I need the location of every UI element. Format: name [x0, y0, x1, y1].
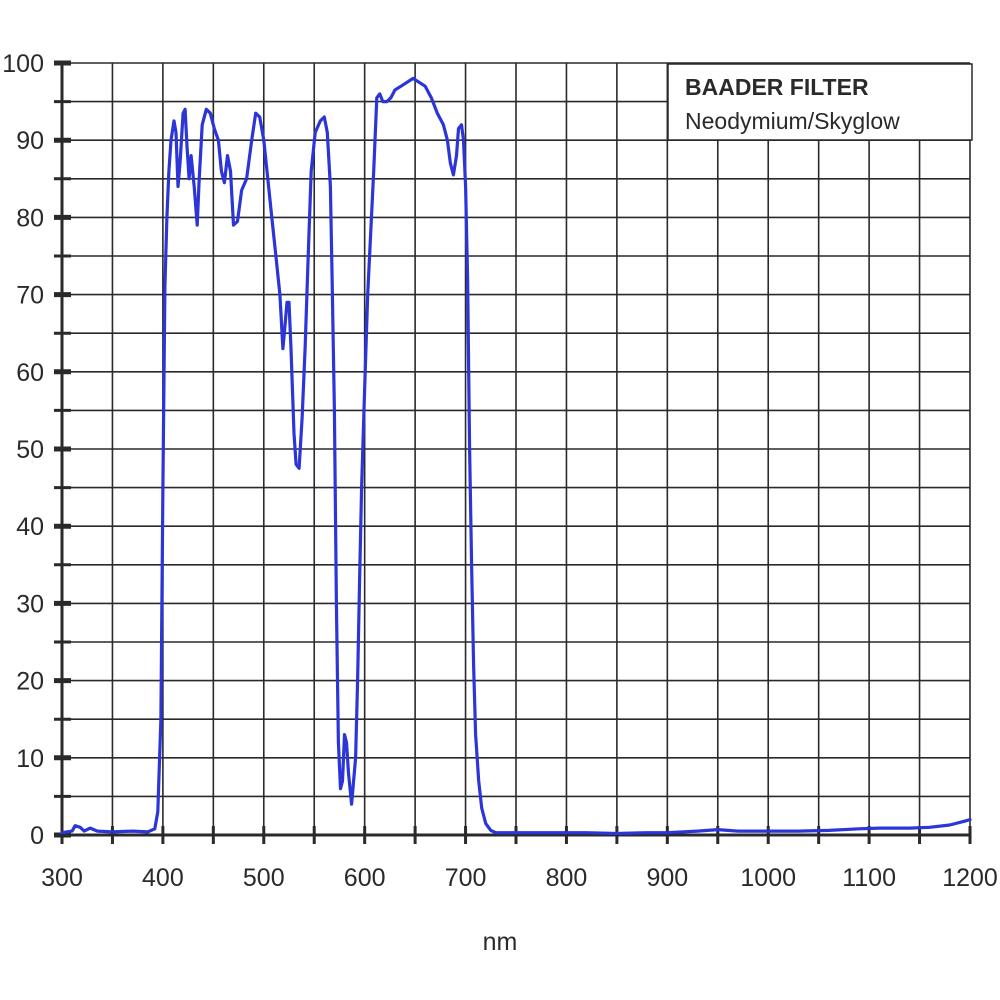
y-tick-label: 50	[16, 436, 44, 464]
y-tick-label: 100	[2, 50, 44, 78]
y-tick-label: 60	[16, 359, 44, 387]
x-tick-label: 900	[646, 864, 688, 892]
y-tick-label: 0	[30, 822, 44, 850]
y-tick-label: 20	[16, 668, 44, 696]
x-axis-title: nm	[483, 928, 518, 956]
x-tick-label: 500	[243, 864, 285, 892]
legend-box: BAADER FILTER Neodymium/Skyglow	[667, 63, 973, 141]
transmission-curve	[60, 76, 972, 836]
x-tick-label: 1200	[942, 864, 998, 892]
x-tick-label: 800	[546, 864, 588, 892]
x-tick-label: 300	[41, 864, 83, 892]
legend-frame	[667, 63, 973, 141]
x-tick-label: 700	[445, 864, 487, 892]
chart-axes	[54, 60, 972, 844]
chart-grid	[62, 62, 971, 835]
x-tick-label: 1100	[842, 864, 896, 892]
x-axis-tick-labels: 300 400 500 600 700 800 900 1000 1100 1200	[41, 864, 998, 892]
y-tick-label: 90	[16, 127, 44, 155]
legend-subtitle: Neodymium/Skyglow	[685, 108, 900, 134]
x-tick-label: 600	[344, 864, 386, 892]
y-tick-label: 80	[16, 204, 44, 232]
y-tick-label: 30	[16, 590, 44, 618]
x-tick-label: 1000	[740, 864, 796, 892]
legend-title: BAADER FILTER	[685, 74, 869, 100]
y-axis-tick-labels: 0 10 20 30 40 50 60 70 80 90 100	[2, 50, 44, 850]
y-tick-label: 10	[16, 745, 44, 773]
y-tick-label: 40	[16, 513, 44, 541]
y-tick-label: 70	[16, 282, 44, 310]
x-tick-label: 400	[142, 864, 184, 892]
